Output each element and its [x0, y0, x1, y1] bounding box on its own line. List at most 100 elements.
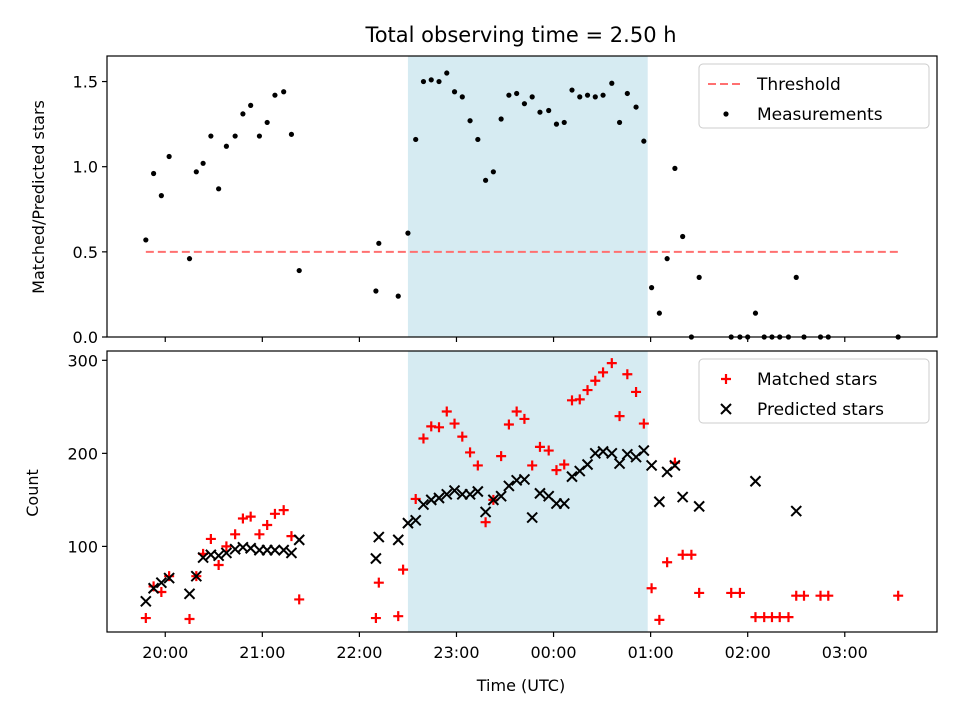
- matched-star-point: [245, 511, 256, 522]
- top-y-axis-label: Matched/Predicted stars: [29, 100, 48, 294]
- matched-star-point: [457, 431, 468, 442]
- predicted-star-point: [277, 544, 290, 556]
- measurement-point: [420, 78, 427, 85]
- measurement-point: [553, 121, 560, 127]
- matched-star-point: [205, 533, 216, 544]
- count-plot-frame: [106, 350, 938, 633]
- measurement-point: [641, 138, 647, 144]
- count-y-tick-label: 200: [67, 444, 98, 463]
- predicted-star-point: [693, 500, 705, 513]
- measurement-point: [288, 131, 295, 137]
- predicted-star-point: [503, 480, 515, 492]
- measurement-point: [405, 230, 411, 236]
- measurement-point: [143, 237, 149, 243]
- measurement-point: [264, 119, 270, 126]
- matched-star-point: [534, 441, 545, 452]
- predicted-star-point: [464, 488, 476, 500]
- x-tick-label: 20:00: [142, 643, 188, 662]
- predicted-star-point: [518, 473, 531, 486]
- measurement-point: [600, 92, 606, 98]
- matched-star-point: [750, 612, 761, 623]
- measurement-point: [752, 310, 759, 316]
- count-y-tick-label: 300: [67, 351, 98, 370]
- measurement-point: [498, 116, 504, 122]
- measurement-point: [569, 87, 575, 93]
- measurement-point: [537, 109, 543, 115]
- matched-star-point: [410, 493, 421, 504]
- predicted-star-point: [597, 445, 609, 458]
- matched-star-point: [434, 422, 444, 433]
- matched-star-point: [726, 587, 737, 598]
- matched-star-point: [893, 590, 904, 601]
- matched-star-point: [559, 459, 570, 470]
- ratio-observing-window: [407, 56, 648, 337]
- matched-star-point: [393, 611, 404, 622]
- predicted-star-point: [269, 544, 281, 556]
- matched-star-point: [662, 557, 673, 568]
- matched-star-point: [622, 369, 633, 380]
- measurement-point: [624, 90, 630, 97]
- matched-star-point: [449, 418, 460, 429]
- matched-star-point: [677, 549, 688, 560]
- predicted-star-point: [140, 595, 152, 608]
- matched-star-point: [511, 406, 522, 417]
- predicted-star-point: [147, 582, 160, 594]
- predicted-star-point: [220, 547, 233, 559]
- predicted-star-point: [163, 572, 175, 584]
- matched-star-point: [823, 590, 834, 601]
- measurement-point: [529, 94, 535, 100]
- matched-star-point: [783, 612, 794, 623]
- measurement-point: [240, 111, 246, 117]
- matched-star-point: [164, 571, 175, 582]
- matched-star-point: [551, 465, 562, 476]
- chart-title: Total observing time = 2.50 h: [364, 23, 676, 47]
- predicted-star-point: [370, 552, 382, 565]
- matched-star-point: [472, 460, 483, 471]
- predicted-star-point: [534, 487, 546, 500]
- predicted-star-point: [433, 492, 445, 504]
- legend-matched-swatch: [721, 374, 731, 384]
- ratio-y-tick-label: 0.5: [73, 243, 98, 262]
- measurement-point: [150, 170, 157, 177]
- matched-star-point: [140, 613, 151, 624]
- bottom-y-axis-label: Count: [23, 469, 42, 517]
- legend-label: Matched stars: [757, 370, 877, 390]
- legend-label: Measurements: [757, 105, 883, 125]
- matched-star-point: [694, 587, 705, 598]
- predicted-star-point: [448, 484, 461, 497]
- matched-star-point: [519, 413, 530, 424]
- matched-star-point: [230, 529, 241, 540]
- measurement-point: [648, 285, 655, 291]
- predicted-star-point: [197, 551, 209, 564]
- matched-star-point: [646, 583, 657, 594]
- legend-measurement-swatch: [723, 111, 729, 117]
- measurement-point: [451, 89, 458, 95]
- predicted-star-point: [669, 459, 681, 472]
- measurement-point: [696, 274, 702, 280]
- matched-star-point: [370, 613, 381, 624]
- predicted-star-point: [409, 514, 422, 527]
- matched-star-point: [734, 587, 745, 598]
- matched-star-point: [373, 577, 384, 588]
- predicted-star-point: [373, 531, 385, 543]
- matched-star-point: [503, 419, 514, 430]
- count-legend: Matched stars Predicted stars: [698, 358, 930, 424]
- measurement-point: [467, 118, 473, 124]
- matched-star-point: [398, 564, 409, 575]
- matched-star-point: [418, 433, 429, 444]
- predicted-star-point: [183, 588, 196, 600]
- measurement-point: [208, 133, 214, 139]
- measurement-point: [490, 169, 496, 175]
- measurement-point: [200, 160, 206, 166]
- predicted-star-point: [479, 506, 492, 518]
- matched-star-point: [614, 411, 625, 422]
- measurement-point: [514, 90, 520, 97]
- measurement-point: [521, 101, 528, 107]
- x-tick-label: 02:00: [725, 643, 771, 662]
- legend-label: Threshold: [756, 75, 841, 95]
- measurement-point: [546, 107, 552, 114]
- predicted-star-point: [293, 534, 305, 546]
- measurement-point: [482, 177, 489, 183]
- predicted-star-point: [606, 447, 618, 460]
- count-series-predicted-stars: [140, 444, 802, 608]
